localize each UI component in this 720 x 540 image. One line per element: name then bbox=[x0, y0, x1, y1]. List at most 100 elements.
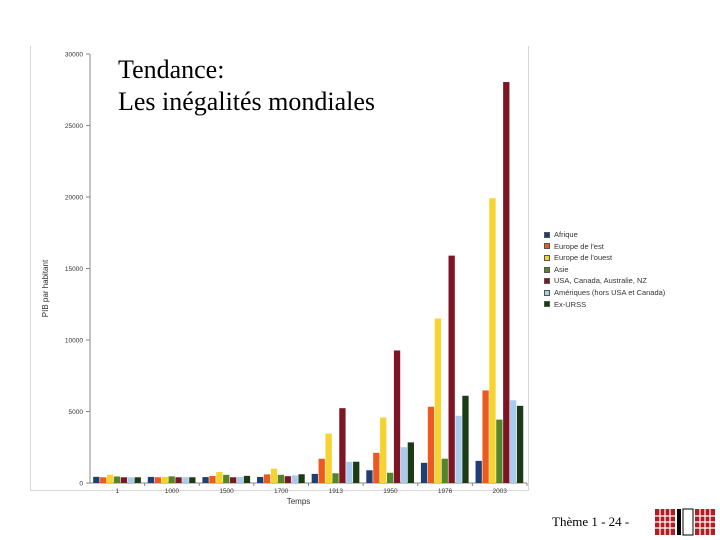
legend-item: Asie bbox=[544, 264, 665, 276]
bar bbox=[496, 419, 503, 483]
legend-item: Europe de l'ouest bbox=[544, 252, 665, 264]
bar bbox=[216, 471, 223, 483]
legend-item: USA, Canada, Australie, NZ bbox=[544, 275, 665, 287]
x-tick-label: 1700 bbox=[274, 488, 289, 495]
legend-label: USA, Canada, Australie, NZ bbox=[554, 276, 647, 286]
bar bbox=[400, 447, 408, 483]
chart-frame bbox=[30, 46, 529, 491]
bar bbox=[230, 477, 237, 483]
bar bbox=[189, 477, 196, 483]
bar bbox=[134, 477, 141, 483]
bar bbox=[516, 405, 524, 483]
y-tick-label: 0 bbox=[79, 481, 83, 488]
bar bbox=[448, 255, 455, 483]
bar bbox=[393, 350, 401, 483]
y-tick-label: 30000 bbox=[65, 52, 83, 59]
bar bbox=[332, 473, 339, 483]
bar bbox=[325, 433, 332, 483]
bar bbox=[489, 198, 496, 483]
bar bbox=[318, 458, 325, 483]
bar bbox=[161, 476, 168, 483]
bar bbox=[434, 318, 442, 483]
bar bbox=[209, 475, 216, 483]
y-tick-label: 10000 bbox=[65, 338, 83, 345]
bar bbox=[100, 477, 107, 483]
legend-swatch bbox=[544, 266, 550, 273]
bar bbox=[503, 82, 510, 483]
bar bbox=[147, 476, 155, 483]
bar bbox=[510, 400, 517, 483]
logo-icon bbox=[655, 508, 715, 536]
bar bbox=[298, 474, 305, 483]
bar bbox=[407, 442, 414, 483]
y-axis-label: PIB par habitant bbox=[41, 259, 50, 317]
x-tick-label: 1500 bbox=[219, 488, 234, 495]
x-tick-label: 1976 bbox=[438, 488, 453, 495]
bar bbox=[373, 452, 380, 483]
bar bbox=[182, 477, 189, 483]
bar bbox=[427, 406, 435, 483]
legend-swatch bbox=[544, 254, 550, 261]
slide-title: Tendance: Les inégalités mondiales bbox=[118, 54, 380, 118]
bar bbox=[127, 477, 134, 483]
chart-legend: Afrique Europe de l'est Europe de l'ouest A… bbox=[544, 229, 665, 310]
legend-swatch bbox=[544, 231, 550, 238]
bar bbox=[380, 417, 387, 483]
bar bbox=[420, 462, 428, 483]
legend-label: Afrique bbox=[554, 230, 578, 239]
bar bbox=[441, 458, 448, 483]
bar bbox=[353, 461, 360, 483]
legend-swatch bbox=[544, 243, 550, 250]
bar bbox=[270, 468, 278, 483]
slide-title-line-2: Les inégalités mondiales bbox=[118, 87, 376, 116]
legend-label: Europe de l'ouest bbox=[554, 253, 613, 263]
legend-swatch bbox=[544, 289, 550, 296]
bar bbox=[202, 477, 209, 483]
x-tick-label: 1950 bbox=[383, 488, 398, 495]
bar bbox=[175, 477, 182, 483]
bar bbox=[113, 476, 121, 483]
legend-label: Ex-URSS bbox=[554, 299, 587, 309]
x-tick-label: 1 bbox=[116, 488, 120, 495]
bar bbox=[291, 475, 298, 483]
bar bbox=[93, 476, 100, 483]
bar bbox=[257, 476, 264, 483]
bar bbox=[277, 474, 285, 483]
bar bbox=[106, 474, 114, 483]
bar bbox=[339, 408, 346, 483]
y-tick-label: 15000 bbox=[65, 266, 83, 273]
y-tick-label: 25000 bbox=[65, 123, 83, 130]
x-tick-label: 1913 bbox=[329, 488, 344, 495]
y-tick-label: 20000 bbox=[65, 195, 83, 202]
bar bbox=[455, 415, 462, 483]
bar bbox=[386, 472, 394, 483]
slide-title-line-1: Tendance: bbox=[118, 55, 225, 84]
bar bbox=[482, 390, 489, 483]
legend-item: Europe de l'est bbox=[544, 241, 665, 253]
legend-swatch bbox=[544, 278, 550, 285]
legend-item: Amériques (hors USA et Canada) bbox=[544, 287, 665, 299]
x-tick-label: 2003 bbox=[492, 488, 507, 495]
y-tick-label: 5000 bbox=[69, 409, 84, 416]
bar bbox=[346, 461, 353, 483]
bar bbox=[120, 477, 128, 483]
bar bbox=[223, 474, 230, 483]
x-axis-label: Temps bbox=[287, 497, 311, 506]
bar bbox=[475, 460, 482, 483]
bar bbox=[311, 473, 318, 483]
legend-label: Amériques (hors USA et Canada) bbox=[554, 287, 666, 297]
bar bbox=[243, 475, 251, 483]
legend-swatch bbox=[544, 301, 550, 308]
bar bbox=[168, 476, 175, 483]
legend-label: Asie bbox=[554, 264, 569, 274]
bar bbox=[284, 476, 291, 483]
bar bbox=[462, 395, 469, 483]
bar bbox=[236, 477, 244, 483]
legend-label: Europe de l'est bbox=[554, 241, 604, 251]
slide-footer: Thème 1 - 24 - bbox=[552, 514, 630, 529]
bar bbox=[154, 477, 161, 483]
legend-item: Afrique bbox=[544, 229, 665, 241]
bar bbox=[366, 470, 373, 483]
legend-item: Ex-URSS bbox=[544, 299, 665, 311]
